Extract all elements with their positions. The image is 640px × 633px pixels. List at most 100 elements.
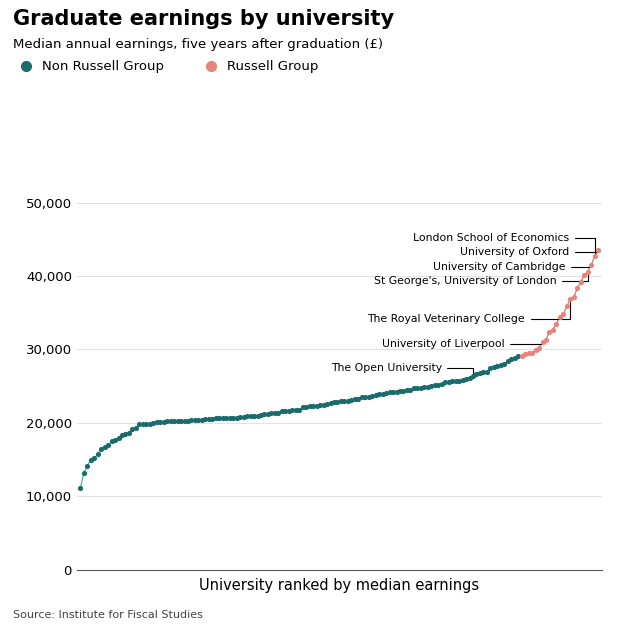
Point bbox=[440, 377, 451, 387]
Point bbox=[374, 389, 384, 399]
Point bbox=[451, 376, 461, 386]
Point bbox=[353, 394, 364, 404]
Point bbox=[218, 413, 228, 423]
Point bbox=[371, 390, 381, 400]
Text: Non Russell Group: Non Russell Group bbox=[42, 60, 164, 73]
Point bbox=[336, 396, 346, 406]
Point bbox=[565, 294, 575, 304]
Point bbox=[75, 483, 85, 493]
Point bbox=[113, 432, 124, 442]
Point bbox=[339, 396, 349, 406]
Point bbox=[531, 344, 541, 354]
Point bbox=[478, 367, 488, 377]
Point bbox=[555, 312, 565, 322]
Point bbox=[117, 430, 127, 440]
Point bbox=[120, 429, 131, 439]
Point bbox=[291, 405, 301, 415]
Point bbox=[172, 416, 182, 426]
Point bbox=[242, 411, 252, 422]
Point bbox=[409, 383, 419, 393]
Point bbox=[385, 387, 395, 397]
Point bbox=[367, 391, 378, 401]
Point bbox=[225, 413, 235, 423]
Point bbox=[534, 343, 544, 353]
Point bbox=[444, 377, 454, 387]
Point bbox=[392, 387, 402, 397]
Point bbox=[489, 361, 499, 372]
Point bbox=[395, 386, 405, 396]
Point bbox=[305, 401, 315, 411]
Point bbox=[155, 417, 165, 427]
Point bbox=[502, 356, 513, 367]
Point bbox=[472, 368, 482, 379]
Point bbox=[402, 385, 412, 396]
Point bbox=[388, 387, 398, 397]
Point bbox=[200, 414, 211, 424]
Point bbox=[315, 400, 325, 410]
Point bbox=[89, 453, 99, 463]
Point bbox=[496, 360, 506, 370]
Point bbox=[516, 351, 527, 361]
Point bbox=[169, 416, 179, 426]
Point bbox=[214, 413, 225, 423]
Point bbox=[461, 374, 471, 384]
Point bbox=[270, 408, 280, 418]
Point bbox=[412, 383, 422, 393]
Point bbox=[131, 423, 141, 433]
Point bbox=[152, 417, 162, 427]
Point bbox=[509, 353, 520, 363]
Text: University of Cambridge: University of Cambridge bbox=[433, 262, 589, 272]
Point bbox=[548, 325, 558, 335]
Point bbox=[572, 284, 582, 294]
Point bbox=[134, 420, 145, 430]
Text: Source: Institute for Fiscal Studies: Source: Institute for Fiscal Studies bbox=[13, 610, 203, 620]
Point bbox=[204, 413, 214, 423]
Point bbox=[499, 358, 509, 368]
Point bbox=[454, 375, 464, 385]
Point bbox=[416, 382, 426, 392]
Point bbox=[541, 334, 551, 344]
Point bbox=[558, 309, 568, 319]
Point bbox=[308, 401, 318, 411]
Point bbox=[468, 370, 478, 380]
Point bbox=[419, 382, 429, 392]
Point bbox=[356, 392, 367, 403]
Point bbox=[186, 415, 196, 425]
Point bbox=[280, 406, 291, 417]
Point bbox=[325, 398, 335, 408]
Point bbox=[162, 417, 172, 427]
Point bbox=[545, 327, 555, 337]
Point bbox=[266, 408, 276, 418]
Point bbox=[364, 392, 374, 402]
Text: The Royal Veterinary College: The Royal Veterinary College bbox=[367, 302, 570, 323]
Point bbox=[110, 435, 120, 445]
Point bbox=[99, 441, 109, 451]
Point bbox=[301, 402, 311, 412]
Point bbox=[551, 318, 561, 329]
Point bbox=[228, 413, 238, 423]
Point bbox=[249, 411, 259, 421]
Point bbox=[183, 416, 193, 426]
Point bbox=[527, 348, 537, 358]
Point bbox=[252, 410, 262, 420]
Point bbox=[579, 270, 589, 280]
Text: Russell Group: Russell Group bbox=[227, 60, 319, 73]
X-axis label: University ranked by median earnings: University ranked by median earnings bbox=[199, 578, 479, 593]
Point bbox=[221, 413, 232, 423]
Point bbox=[179, 416, 189, 426]
Point bbox=[246, 411, 256, 422]
Point bbox=[381, 389, 391, 399]
Point bbox=[475, 368, 485, 379]
Point bbox=[124, 428, 134, 438]
Point bbox=[349, 394, 360, 404]
Point bbox=[513, 351, 524, 361]
Point bbox=[273, 408, 284, 418]
Point bbox=[360, 392, 371, 402]
Point bbox=[593, 245, 604, 255]
Point bbox=[575, 277, 586, 287]
Point bbox=[322, 399, 332, 409]
Point bbox=[482, 367, 492, 377]
Point bbox=[422, 382, 433, 392]
Point bbox=[284, 406, 294, 416]
Point bbox=[405, 385, 415, 395]
